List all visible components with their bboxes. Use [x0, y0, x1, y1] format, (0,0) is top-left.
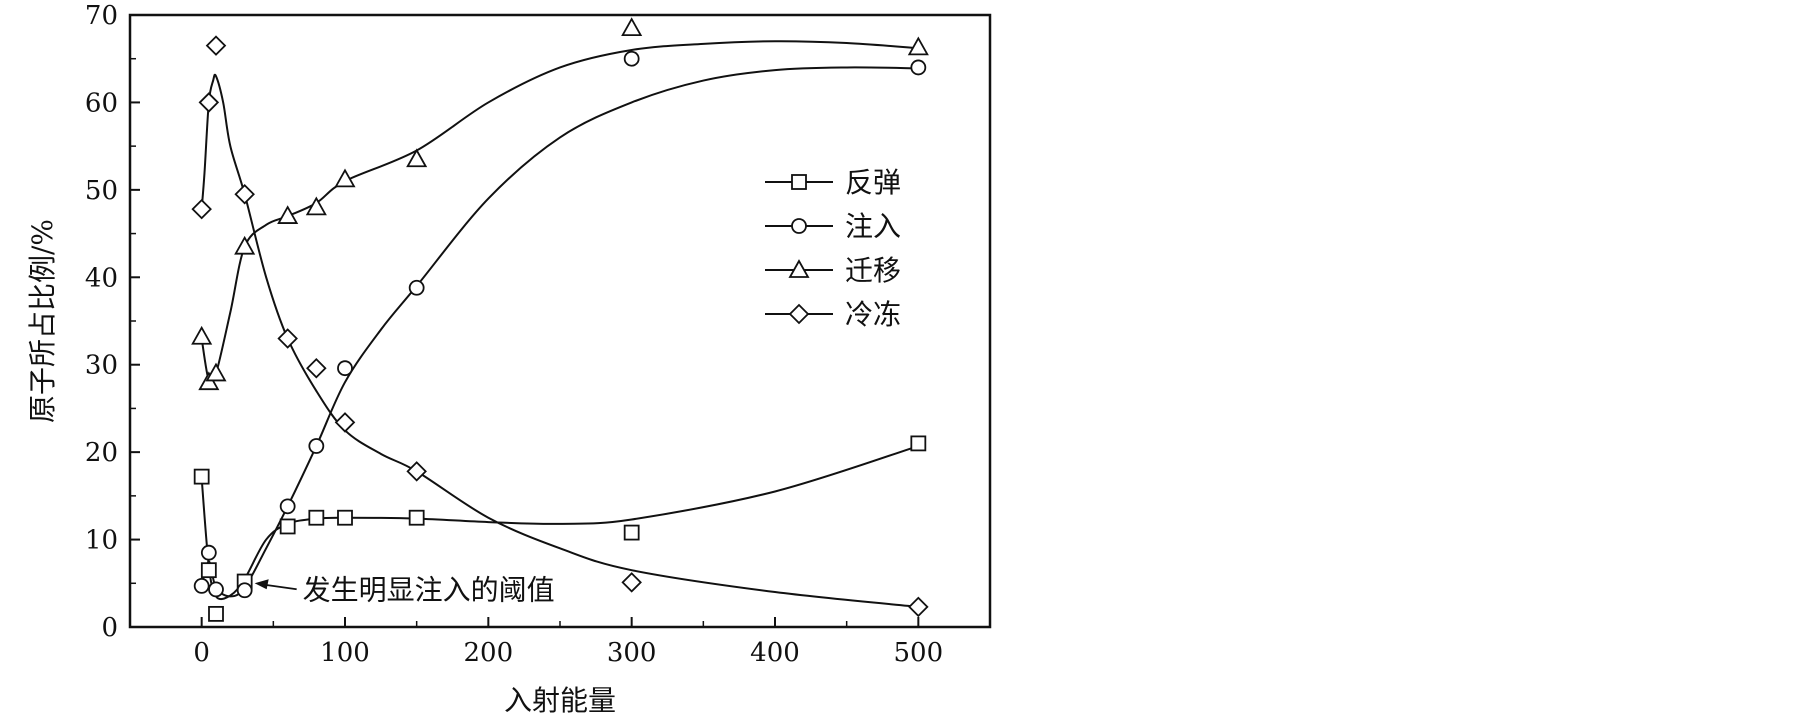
legend-label: 反弹 — [845, 166, 901, 199]
fitted-curve — [200, 73, 919, 608]
data-point-circle — [623, 50, 640, 67]
x-tick-label: 100 — [320, 638, 370, 668]
data-point-triangle — [406, 148, 428, 168]
data-point-triangle — [191, 325, 213, 345]
data-point-triangle — [205, 362, 227, 382]
data-point-triangle — [621, 17, 643, 37]
data-point-diamond — [191, 198, 212, 220]
legend-label: 冷冻 — [845, 298, 901, 331]
data-point-diamond — [406, 461, 427, 482]
x-tick-label: 400 — [750, 638, 800, 668]
data-point-triangle — [907, 36, 929, 56]
data-point-diamond — [205, 35, 227, 56]
data-point-square — [279, 518, 296, 535]
y-tick-label: 50 — [85, 176, 118, 206]
legend-marker-square — [791, 174, 807, 190]
x-tick-label: 300 — [607, 638, 657, 668]
annotation-arrow-head — [254, 579, 269, 590]
legend-marker-diamond — [788, 303, 810, 325]
legend-label: 迁移 — [845, 254, 901, 287]
legend-marker-circle — [791, 218, 807, 234]
y-tick-label: 0 — [101, 613, 118, 643]
fitted-curve — [200, 445, 919, 601]
data-point-circle — [910, 59, 927, 76]
y-tick-label: 60 — [85, 88, 118, 118]
x-axis-title: 入射能量 — [504, 684, 616, 717]
fitted-curves — [200, 40, 919, 608]
data-point-square — [193, 468, 210, 485]
data-point-circle — [200, 544, 217, 561]
data-point-circle — [408, 279, 425, 296]
annotation-text: 发生明显注入的阈值 — [303, 573, 555, 606]
data-point-diamond — [334, 412, 356, 433]
y-tick-label: 40 — [85, 263, 118, 293]
data-point-diamond — [234, 183, 255, 205]
data-point-square — [200, 562, 217, 579]
data-markers — [191, 17, 929, 622]
data-point-circle — [208, 581, 224, 598]
fitted-curve — [200, 66, 919, 598]
data-point-triangle — [305, 196, 327, 216]
x-tick-label: 200 — [464, 638, 514, 668]
data-point-circle — [279, 498, 296, 515]
axis-ticks: 0 100 200 300 400 500 0 10 20 30 40 50 60 70 — [85, 1, 991, 668]
fitted-curve — [200, 40, 919, 385]
data-point-triangle — [277, 205, 299, 224]
legend-marker-triangle — [788, 259, 810, 278]
y-tick-label: 10 — [85, 526, 118, 556]
legend-label: 注入 — [845, 210, 901, 243]
data-point-diamond — [621, 572, 642, 593]
data-point-circle — [308, 438, 325, 454]
data-point-square — [910, 435, 927, 452]
x-tick-label: 0 — [193, 638, 210, 668]
data-point-circle — [337, 360, 353, 377]
y-axis-title: 原子所占比例/% — [26, 219, 59, 423]
threshold-annotation: 发生明显注入的阈值 — [254, 573, 555, 606]
data-point-circle — [193, 578, 210, 594]
data-point-square — [623, 524, 640, 541]
data-point-square — [208, 605, 224, 622]
data-point-square — [408, 509, 425, 526]
y-tick-label: 20 — [85, 438, 118, 468]
data-point-triangle — [334, 168, 356, 188]
data-point-square — [308, 509, 325, 526]
data-point-diamond — [306, 357, 327, 379]
x-tick-label: 500 — [894, 638, 944, 668]
data-point-square — [337, 509, 353, 526]
data-point-circle — [236, 582, 253, 599]
data-point-diamond — [277, 328, 298, 349]
y-tick-label: 30 — [85, 351, 118, 381]
data-point-diamond — [908, 596, 929, 618]
data-point-diamond — [198, 92, 220, 113]
y-tick-label: 70 — [85, 1, 118, 31]
data-point-triangle — [234, 235, 256, 255]
annotation-arrow-line — [264, 583, 297, 591]
